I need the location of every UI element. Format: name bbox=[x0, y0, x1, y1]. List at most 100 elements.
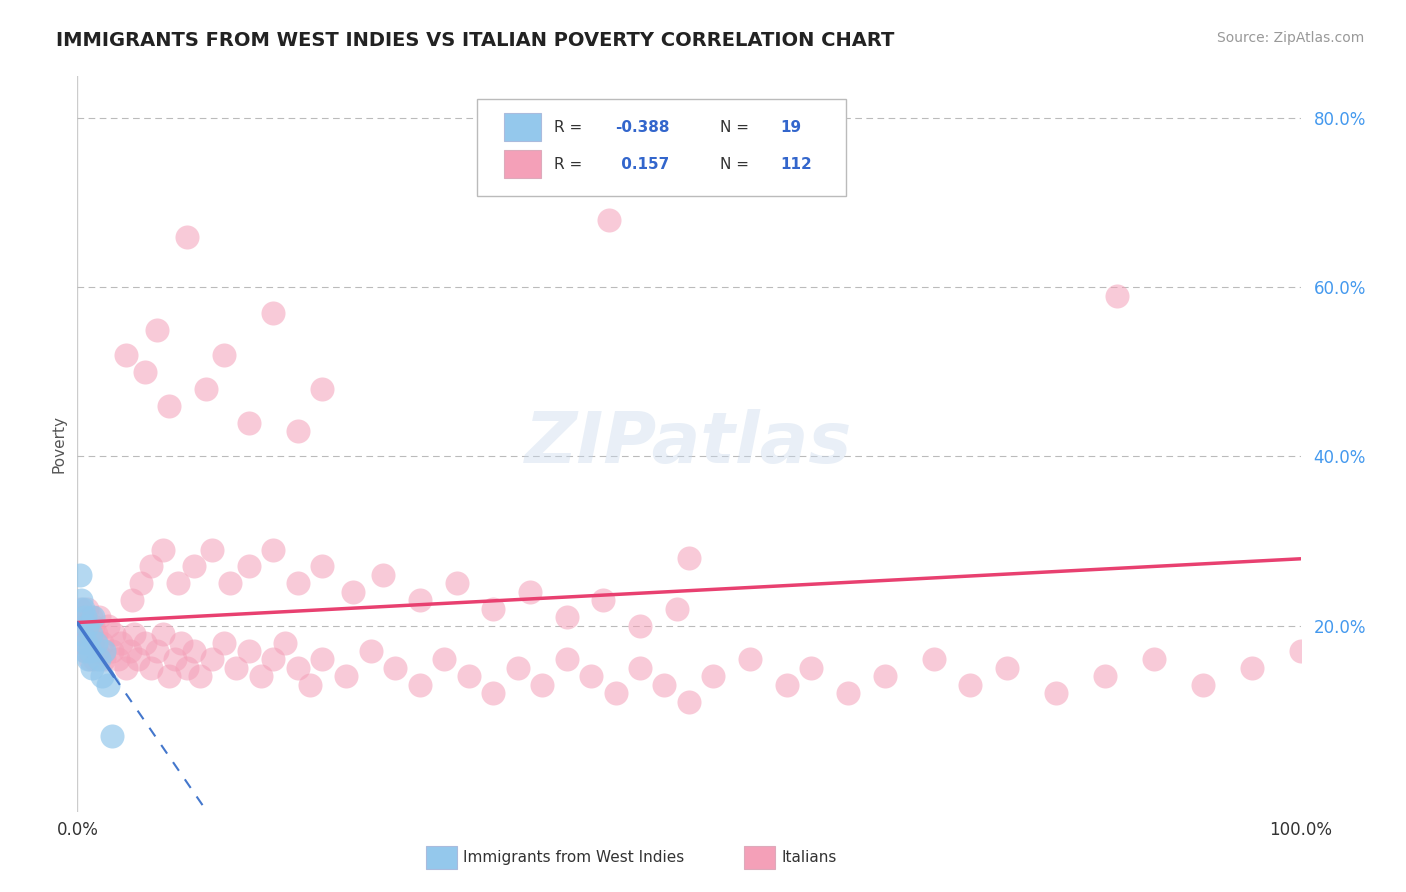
Point bbox=[80, 627, 103, 641]
Point bbox=[225, 661, 247, 675]
Point bbox=[678, 551, 700, 566]
Point bbox=[457, 669, 479, 683]
Point bbox=[110, 635, 132, 649]
Point bbox=[409, 678, 432, 692]
Point bbox=[103, 627, 125, 641]
Point bbox=[628, 618, 651, 632]
FancyBboxPatch shape bbox=[477, 99, 845, 195]
Point bbox=[678, 695, 700, 709]
Point bbox=[194, 382, 217, 396]
Point bbox=[118, 644, 141, 658]
Point bbox=[152, 542, 174, 557]
Text: 19: 19 bbox=[780, 120, 801, 135]
Point bbox=[1107, 289, 1129, 303]
Point bbox=[287, 661, 309, 675]
Point bbox=[122, 627, 145, 641]
Point bbox=[79, 644, 101, 658]
Text: 0.157: 0.157 bbox=[616, 157, 669, 171]
Point bbox=[134, 635, 156, 649]
Point bbox=[107, 652, 129, 666]
Point bbox=[384, 661, 406, 675]
Point bbox=[127, 652, 149, 666]
Point bbox=[93, 644, 115, 658]
Point bbox=[446, 576, 468, 591]
Point bbox=[77, 652, 100, 666]
Point bbox=[519, 584, 541, 599]
Point bbox=[69, 567, 91, 582]
Point bbox=[1143, 652, 1166, 666]
Point bbox=[176, 661, 198, 675]
Point bbox=[82, 618, 104, 632]
Point bbox=[76, 601, 98, 615]
Point bbox=[157, 669, 180, 683]
Point bbox=[165, 652, 187, 666]
Point bbox=[219, 576, 242, 591]
Point bbox=[1240, 661, 1263, 675]
Point bbox=[506, 661, 529, 675]
Point bbox=[238, 559, 260, 574]
Point bbox=[287, 424, 309, 438]
Point bbox=[212, 348, 235, 362]
Text: N =: N = bbox=[720, 157, 748, 171]
Point bbox=[77, 627, 100, 641]
Point bbox=[183, 644, 205, 658]
Point bbox=[360, 644, 382, 658]
Y-axis label: Poverty: Poverty bbox=[51, 415, 66, 473]
Point bbox=[79, 652, 101, 666]
Point bbox=[89, 652, 111, 666]
Point bbox=[335, 669, 357, 683]
Text: Italians: Italians bbox=[782, 850, 838, 865]
Text: ZIPatlas: ZIPatlas bbox=[526, 409, 852, 478]
Point bbox=[201, 652, 224, 666]
Point bbox=[598, 212, 620, 227]
Point bbox=[97, 678, 120, 692]
Point bbox=[152, 627, 174, 641]
Point bbox=[555, 610, 578, 624]
Point bbox=[89, 610, 111, 624]
Point bbox=[482, 686, 505, 700]
Point bbox=[702, 669, 724, 683]
Point bbox=[115, 348, 138, 362]
Point bbox=[212, 635, 235, 649]
Text: Source: ZipAtlas.com: Source: ZipAtlas.com bbox=[1216, 31, 1364, 45]
Point bbox=[1191, 678, 1213, 692]
Point bbox=[93, 652, 115, 666]
Point bbox=[837, 686, 859, 700]
Text: R =: R = bbox=[554, 157, 588, 171]
Point bbox=[72, 601, 94, 615]
Point bbox=[555, 652, 578, 666]
Point bbox=[482, 601, 505, 615]
Point bbox=[80, 661, 103, 675]
Point bbox=[129, 576, 152, 591]
Point bbox=[342, 584, 364, 599]
Point bbox=[1094, 669, 1116, 683]
Point bbox=[262, 652, 284, 666]
Point bbox=[311, 652, 333, 666]
Point bbox=[157, 399, 180, 413]
Point bbox=[371, 567, 394, 582]
Text: Immigrants from West Indies: Immigrants from West Indies bbox=[463, 850, 683, 865]
Point bbox=[274, 635, 297, 649]
Point bbox=[433, 652, 456, 666]
Point bbox=[134, 365, 156, 379]
Point bbox=[121, 593, 143, 607]
Point bbox=[75, 644, 97, 658]
Point bbox=[1045, 686, 1067, 700]
Point bbox=[70, 627, 93, 641]
Point bbox=[873, 669, 896, 683]
Point bbox=[166, 576, 188, 591]
Text: -0.388: -0.388 bbox=[616, 120, 671, 135]
Point bbox=[70, 627, 93, 641]
Point bbox=[73, 644, 96, 658]
Point bbox=[628, 661, 651, 675]
Point bbox=[776, 678, 799, 692]
Point bbox=[922, 652, 945, 666]
Point bbox=[262, 306, 284, 320]
Point bbox=[579, 669, 602, 683]
Point bbox=[69, 601, 91, 615]
Point bbox=[97, 618, 120, 632]
Bar bbox=[505, 113, 541, 141]
Point bbox=[84, 635, 107, 649]
Text: R =: R = bbox=[554, 120, 588, 135]
Point bbox=[531, 678, 554, 692]
